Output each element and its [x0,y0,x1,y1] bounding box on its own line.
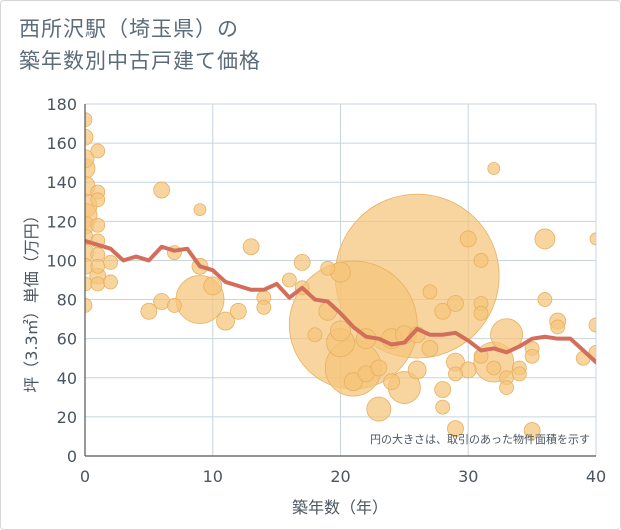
bubble-point [421,340,439,357]
bubble-point [588,317,596,333]
x-tick-label: 20 [330,467,350,486]
x-tick-label: 0 [80,467,90,486]
y-tick-label: 40 [57,369,77,388]
bubble-point [407,360,427,380]
bubble-point [320,260,336,276]
bubble-point [103,274,118,290]
bubble-point [242,238,260,256]
y-tick-label: 120 [46,212,77,231]
bubble-point [85,128,94,146]
y-tick-label: 140 [46,173,77,192]
bubble-point [167,298,182,313]
bubble-point [511,366,527,382]
bubble-point [487,162,501,175]
title-line-1: 西所沢駅（埼玉県）の [19,17,239,41]
bubble-point [486,360,502,376]
x-tick-label: 40 [586,467,606,486]
y-tick-label: 180 [46,95,77,114]
title-line-2: 築年数別中古戸建て価格 [19,49,261,73]
bubble-point [229,302,247,320]
bubble-point [370,359,388,377]
y-axis-label: 坪（3.3㎡）単価（万円） [22,207,41,392]
y-tick-label: 80 [57,291,77,310]
bubble-point [447,295,464,312]
bubble-point [366,396,392,422]
size-note: 円の大きさは、取引のあった物件面積を示す [370,432,590,446]
bubble-point [256,299,272,315]
bubble-point [435,399,451,415]
bubble-point [90,143,106,159]
bubble-point [473,253,489,268]
bubble-point [448,366,463,382]
bubble-layer [85,112,596,439]
bubble-point [523,422,541,439]
bubble-point [90,258,106,274]
trend-layer [85,238,596,365]
bubble-point [534,228,556,250]
x-axis-label: 築年数（年） [292,498,388,517]
bubble-point [499,380,514,395]
bubble-point [293,253,311,271]
bubble-point [85,298,93,313]
bubble-point [524,348,540,364]
y-tick-label: 60 [57,330,77,349]
bubble-point [343,372,363,392]
bubble-point [216,311,235,331]
bubble-point [140,302,158,320]
bubble-point [90,276,106,292]
trend-line [85,238,596,365]
y-tick-label: 20 [57,408,77,427]
y-tick-label: 100 [46,251,77,270]
bubble-point [203,276,223,296]
y-tick-label: 160 [46,134,77,153]
bubble-point [103,254,118,270]
bubble-point [330,320,351,342]
bubble-point [589,232,596,246]
bubble-point [90,192,106,208]
bubble-point [434,381,452,398]
x-tick-label: 10 [203,467,223,486]
bubble-point [473,305,489,321]
bubble-point [434,302,452,320]
chart-title: 西所沢駅（埼玉県）の 築年数別中古戸建て価格 [19,13,261,77]
x-tick-label: 30 [458,467,478,486]
bubble-point [459,230,477,248]
bubble-point [537,292,553,307]
axes: 0 10 20 30 40 0 20 40 60 80 100 120 160 140 180 [46,95,606,486]
bubble-point [90,217,106,233]
bubble-point [281,272,297,288]
bubble-point [447,420,464,438]
bubble-point [85,112,93,128]
bubble-point [307,327,323,343]
bubble-point [550,319,566,335]
bubble-point [193,203,207,217]
bubble-point [153,181,171,199]
bubble-point [422,284,438,300]
y-tick-label: 0 [67,447,77,466]
bubble-point [383,373,401,391]
